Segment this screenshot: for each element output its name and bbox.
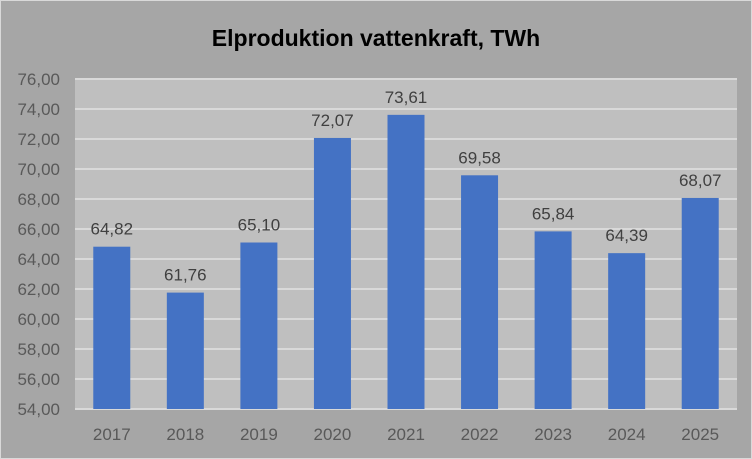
x-tick-label: 2020 [314, 425, 352, 444]
y-tick-label: 56,00 [17, 370, 60, 389]
x-tick-label: 2018 [166, 425, 204, 444]
data-label: 65,10 [238, 216, 281, 235]
bar [93, 246, 131, 409]
y-tick-label: 74,00 [17, 100, 60, 119]
data-label: 72,07 [311, 111, 354, 130]
bar [166, 292, 204, 409]
y-tick-label: 54,00 [17, 400, 60, 419]
data-label: 64,39 [605, 226, 648, 245]
x-tick-label: 2019 [240, 425, 278, 444]
y-tick-label: 72,00 [17, 130, 60, 149]
data-label: 68,07 [679, 171, 722, 190]
bar [608, 253, 646, 409]
bar [461, 175, 499, 409]
x-tick-label: 2025 [681, 425, 719, 444]
y-tick-label: 68,00 [17, 190, 60, 209]
y-tick-label: 58,00 [17, 340, 60, 359]
data-label: 65,84 [532, 204, 575, 223]
x-tick-label: 2023 [534, 425, 572, 444]
chart-title: Elproduktion vattenkraft, TWh [212, 25, 540, 51]
y-tick-label: 62,00 [17, 280, 60, 299]
y-tick-label: 64,00 [17, 250, 60, 269]
data-label: 64,82 [91, 220, 134, 239]
data-label: 73,61 [385, 88, 428, 107]
bar [387, 114, 425, 409]
y-tick-label: 76,00 [17, 70, 60, 89]
bar [240, 242, 278, 409]
y-tick-label: 70,00 [17, 160, 60, 179]
x-tick-label: 2024 [608, 425, 646, 444]
x-tick-label: 2017 [93, 425, 131, 444]
x-tick-label: 2022 [461, 425, 499, 444]
data-label: 69,58 [458, 148, 501, 167]
bar [534, 231, 572, 409]
y-tick-label: 60,00 [17, 310, 60, 329]
bar [681, 197, 719, 409]
bar [313, 137, 351, 409]
y-tick-label: 66,00 [17, 220, 60, 239]
x-tick-label: 2021 [387, 425, 425, 444]
data-label: 61,76 [164, 266, 207, 285]
